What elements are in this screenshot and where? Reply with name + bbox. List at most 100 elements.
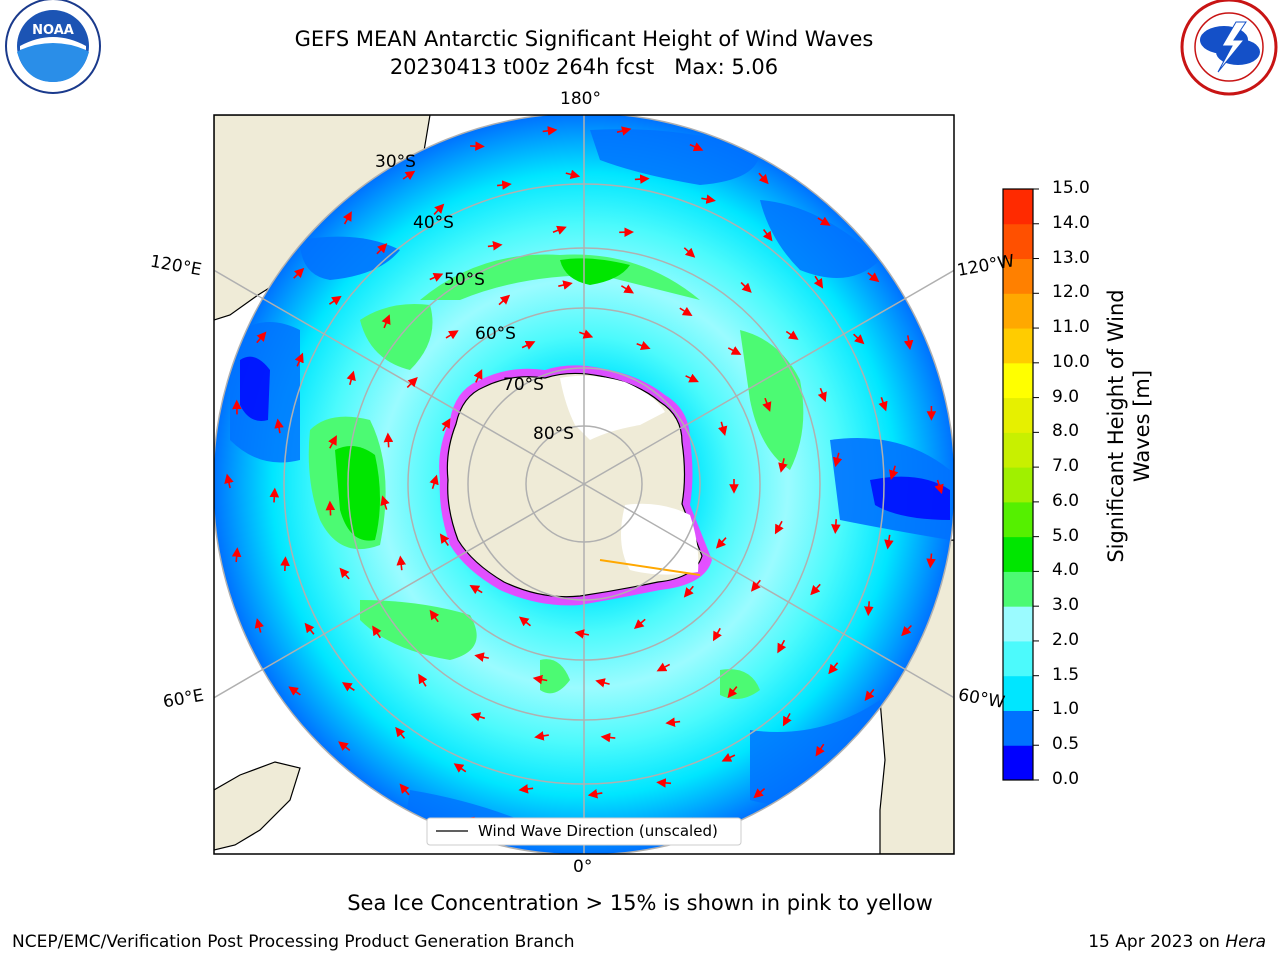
wind-wave-arrow [864,601,874,617]
lat-label-40s: 40°S [413,213,454,233]
wind-wave-arrow [579,329,594,339]
colorbar-tick-label: 7.0 [1052,456,1080,477]
colorbar-tick-label: 2.0 [1052,629,1080,650]
colorbar-segment [1003,223,1033,260]
wind-wave-arrow [399,783,410,796]
wind-wave-arrow [683,247,696,258]
wind-wave-arrow [620,284,634,294]
colorbar-segment [1003,536,1033,572]
wind-wave-arrow [689,142,704,152]
wind-wave-arrow [926,553,936,569]
wind-wave-arrow [740,281,752,293]
colorbar-tick-label: 1.5 [1052,664,1080,685]
wind-wave-arrow [587,789,603,799]
colorbar-segment [1003,675,1033,711]
map-border [213,114,955,855]
wind-wave-arrow [473,369,483,383]
colorbar-segment [1003,745,1033,781]
wind-wave-arrow [269,487,280,503]
wind-wave-arrow [774,520,784,535]
wind-wave-arrow [727,346,742,355]
colorbar-segment [1003,258,1033,294]
footer-date: 15 Apr 2023 on Hera [1088,932,1266,952]
wind-wave-arrow [777,639,787,654]
wind-wave-arrow [778,458,788,473]
wind-wave-arrows [224,126,944,842]
wind-wave-arrow [817,387,827,403]
wind-wave-arrow [565,169,581,180]
wind-wave-arrow [758,172,769,185]
wind-wave-arrow [903,335,914,351]
colorbar-tick-label: 13.0 [1052,247,1090,268]
colorbar-segment [1003,710,1033,746]
wind-wave-arrow [712,627,722,642]
wind-wave-arrow [376,243,388,255]
wind-wave-arrow [828,662,839,675]
colorbar-tick-label: 6.0 [1052,490,1080,511]
wind-wave-arrow [474,652,489,662]
colorbar-label-line2: Waves [m] [1130,369,1154,483]
lat-label-30s: 30°S [375,152,416,172]
wind-wave-arrow [552,225,567,235]
sea-ice-caption: Sea Ice Concentration > 15% is shown in … [347,891,933,915]
colorbar-segment [1003,293,1033,329]
wind-wave-arrow [445,330,459,340]
wind-wave-arrow [521,341,536,350]
wind-wave-arrow [665,717,681,727]
footer-machine: Hera [1225,932,1266,952]
wind-wave-arrow [878,397,888,412]
colorbar-segment [1003,640,1033,677]
wind-wave-arrow [831,519,841,534]
wind-wave-arrow [616,126,632,136]
colorbar-tick-label: 12.0 [1052,282,1090,303]
wind-wave-arrow [574,629,590,639]
wind-wave-arrow [813,275,824,289]
wind-wave-arrow [325,500,336,516]
wind-wave-arrow [701,194,716,204]
colorbar-tick-label: 11.0 [1052,317,1090,338]
wind-wave-arrow [884,534,894,550]
wind-wave-arrow [810,583,821,596]
colorbar-tick-label: 9.0 [1052,386,1080,407]
wind-wave-arrow [727,686,738,699]
wind-wave-arrow [753,787,766,799]
wind-wave-arrow [338,741,351,752]
colorbar-segment [1003,189,1033,225]
wind-wave-arrow [497,180,512,190]
wind-wave-arrow [532,674,548,685]
wind-wave-arrow [254,618,264,633]
wind-wave-arrow [934,479,944,495]
wind-wave-arrow [685,373,699,383]
colorbar-segment [1003,606,1033,642]
colorbar-tick-label: 0.0 [1052,769,1080,789]
wind-wave-arrow [679,306,693,317]
wind-wave-arrow [293,267,305,279]
wind-wave-arrow [558,280,573,290]
wind-wave-arrow [600,732,616,743]
colorbar-tick-label: 1.0 [1052,699,1080,720]
wind-wave-arrow [721,752,736,762]
wind-wave-arrow [867,272,880,283]
wind-wave-arrow [256,331,267,344]
wind-wave-arrow [224,473,234,489]
wind-wave-arrow [395,726,406,739]
wind-wave-arrow [406,377,418,388]
wind-wave-arrow [901,624,912,637]
lat-label-60s: 60°S [475,324,516,344]
antarctica [439,365,712,606]
colorbar-tick-label: 8.0 [1052,421,1080,442]
colorbar-segment [1003,501,1033,538]
wind-wave-arrow [595,678,610,688]
footer-date-text: 15 Apr 2023 on [1088,932,1220,952]
wind-wave-arrow [817,216,831,226]
colorbar-tick-label: 0.5 [1052,734,1080,755]
wind-wave-arrow [853,333,865,345]
wind-wave-arrow [656,662,671,672]
wind-wave-arrow [815,743,825,757]
wind-wave-arrow [328,295,342,306]
wind-wave-arrow [433,203,445,215]
wind-wave-arrow [328,435,337,449]
colorbar-segment [1003,328,1033,364]
colorbar-border [1002,188,1034,781]
